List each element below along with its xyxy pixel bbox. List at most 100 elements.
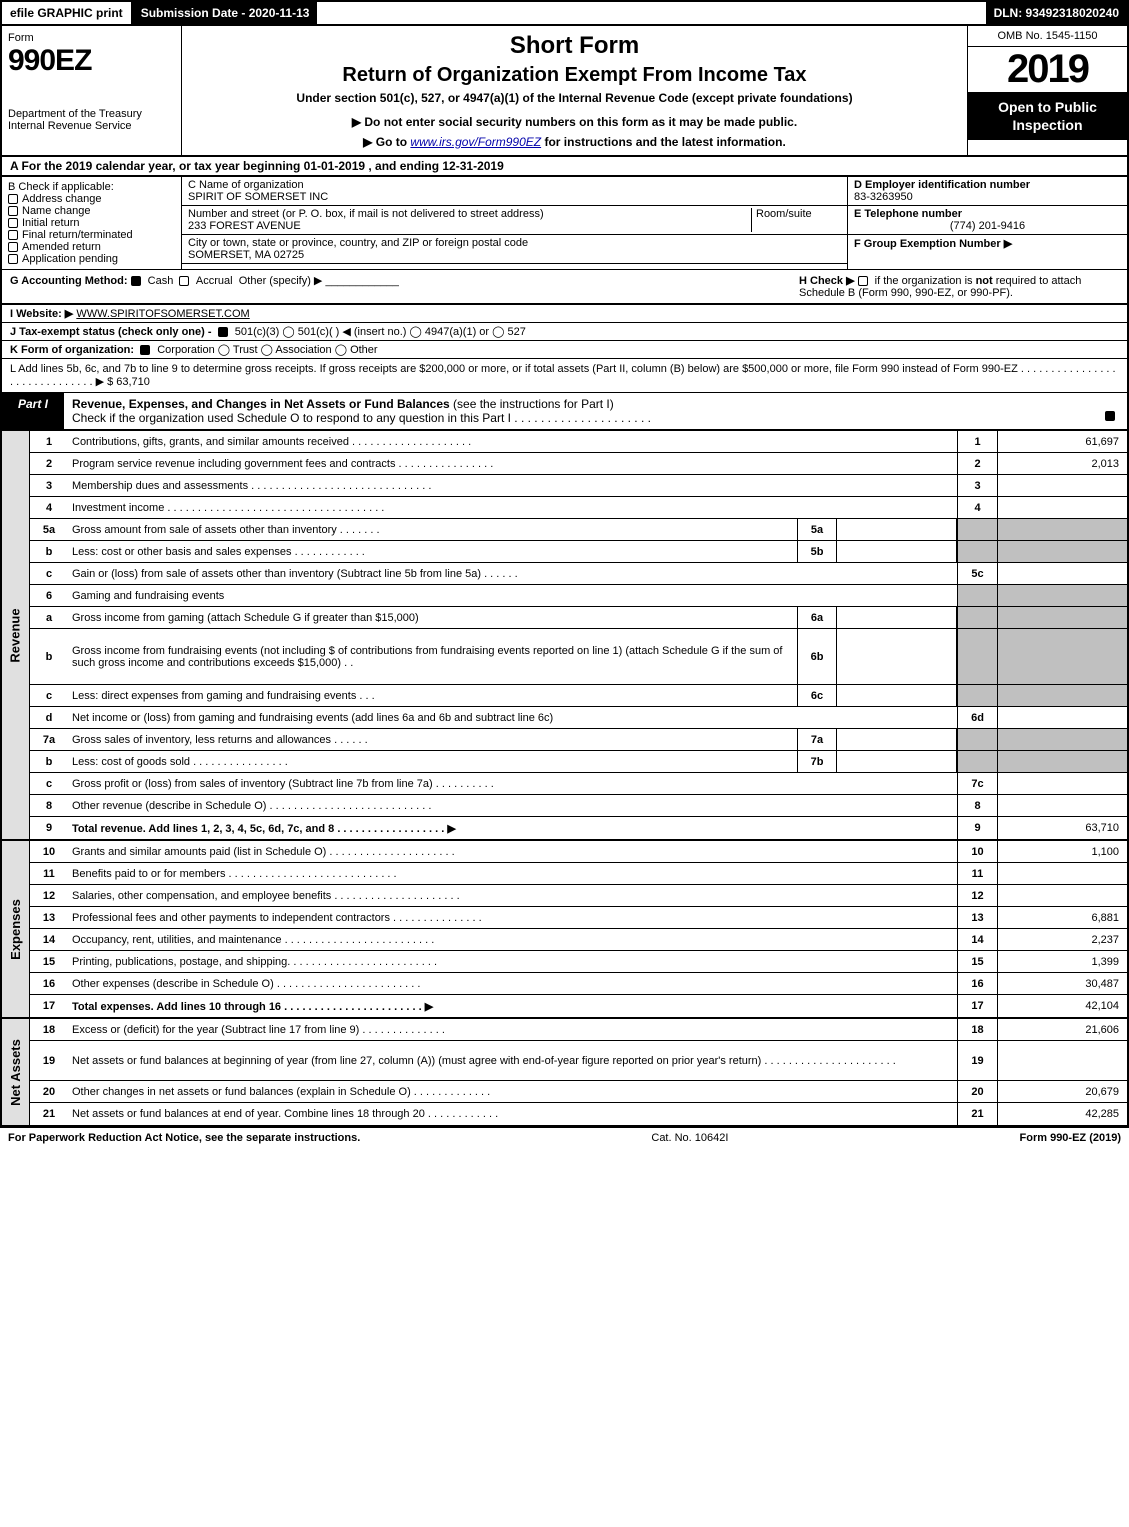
g-accounting: G Accounting Method: Cash Accrual Other … — [10, 274, 399, 299]
row-k-org-form: K Form of organization: Corporation ◯ Tr… — [0, 341, 1129, 359]
line-16: 16Other expenses (describe in Schedule O… — [30, 973, 1127, 995]
form-header: Form 990EZ Department of the Treasury In… — [0, 26, 1129, 157]
e-label: E Telephone number — [854, 208, 962, 220]
chk-initial-return[interactable]: Initial return — [8, 217, 175, 229]
chk-amended-return[interactable]: Amended return — [8, 241, 175, 253]
c-name-block: C Name of organization SPIRIT OF SOMERSE… — [182, 177, 847, 206]
f-label: F Group Exemption Number ▶ — [854, 238, 1012, 250]
h-text1: if the organization is — [875, 275, 976, 287]
c-city-block: City or town, state or province, country… — [182, 235, 847, 264]
line-11: 11Benefits paid to or for members . . . … — [30, 863, 1127, 885]
title-return: Return of Organization Exempt From Incom… — [192, 64, 957, 87]
chk-schedule-o-icon — [1105, 411, 1115, 421]
submission-date: Submission Date - 2020-11-13 — [133, 2, 318, 24]
dept-irs: Internal Revenue Service — [8, 120, 175, 132]
line-7c: cGross profit or (loss) from sales of in… — [30, 773, 1127, 795]
footer-form-ref: Form 990-EZ (2019) — [1020, 1132, 1121, 1144]
c-label: C Name of organization — [188, 179, 841, 191]
row-j-tax-status: J Tax-exempt status (check only one) - 5… — [0, 323, 1129, 341]
dept-treasury: Department of the Treasury — [8, 78, 175, 120]
part-1-title: Revenue, Expenses, and Changes in Net As… — [72, 397, 450, 411]
website-link[interactable]: WWW.SPIRITOFSOMERSET.COM — [76, 308, 249, 320]
row-l-gross-receipts: L Add lines 5b, 6c, and 7b to line 9 to … — [0, 359, 1129, 393]
note-link-row: ▶ Go to www.irs.gov/Form990EZ for instru… — [192, 135, 957, 149]
chk-final-return[interactable]: Final return/terminated — [8, 229, 175, 241]
f-group-block: F Group Exemption Number ▶ — [848, 235, 1127, 252]
efile-label[interactable]: efile GRAPHIC print — [2, 2, 133, 24]
line-5c: cGain or (loss) from sale of assets othe… — [30, 563, 1127, 585]
row-a-tax-year: A For the 2019 calendar year, or tax yea… — [0, 157, 1129, 177]
g-label: G Accounting Method: — [10, 275, 128, 287]
irs-link[interactable]: www.irs.gov/Form990EZ — [410, 135, 541, 149]
line-10: 10Grants and similar amounts paid (list … — [30, 841, 1127, 863]
col-c-org-info: C Name of organization SPIRIT OF SOMERSE… — [182, 177, 847, 269]
line-6d: dNet income or (loss) from gaming and fu… — [30, 707, 1127, 729]
g-accrual: Accrual — [196, 275, 233, 287]
line-8: 8Other revenue (describe in Schedule O) … — [30, 795, 1127, 817]
line-7b: bLess: cost of goods sold . . . . . . . … — [30, 751, 1127, 773]
footer-cat-no: Cat. No. 10642I — [651, 1132, 728, 1144]
line-13: 13Professional fees and other payments t… — [30, 907, 1127, 929]
line-21: 21Net assets or fund balances at end of … — [30, 1103, 1127, 1125]
j-options: 501(c)(3) ◯ 501(c)( ) ◀ (insert no.) ◯ 4… — [235, 326, 526, 338]
line-2: 2Program service revenue including gover… — [30, 453, 1127, 475]
line-20: 20Other changes in net assets or fund ba… — [30, 1081, 1127, 1103]
chk-application-pending[interactable]: Application pending — [8, 253, 175, 265]
line-6b: bGross income from fundraising events (n… — [30, 629, 1127, 685]
form-number: 990EZ — [8, 44, 175, 78]
org-name: SPIRIT OF SOMERSET INC — [188, 191, 841, 203]
net-assets-side-label: Net Assets — [2, 1019, 30, 1125]
city-label: City or town, state or province, country… — [188, 237, 841, 249]
col-b-label: B Check if applicable: — [8, 181, 175, 193]
h-not: not — [976, 275, 993, 287]
ein-value: 83-3263950 — [854, 191, 913, 203]
line-4: 4Investment income . . . . . . . . . . .… — [30, 497, 1127, 519]
chk-address-change[interactable]: Address change — [8, 193, 175, 205]
expenses-section: Expenses 10Grants and similar amounts pa… — [0, 841, 1129, 1019]
chk-accrual-icon[interactable] — [179, 276, 189, 286]
e-phone-block: E Telephone number (774) 201-9416 — [848, 206, 1127, 235]
expenses-table: 10Grants and similar amounts paid (list … — [30, 841, 1127, 1017]
line-19: 19Net assets or fund balances at beginni… — [30, 1041, 1127, 1081]
line-3: 3Membership dues and assessments . . . .… — [30, 475, 1127, 497]
part-1-num: Part I — [2, 393, 64, 429]
g-other: Other (specify) ▶ — [239, 275, 323, 287]
h-label: H Check ▶ — [799, 275, 855, 287]
dln: DLN: 93492318020240 — [986, 2, 1127, 24]
col-d-ids: D Employer identification number 83-3263… — [847, 177, 1127, 269]
room-suite-label: Room/suite — [751, 208, 841, 232]
revenue-side-label: Revenue — [2, 431, 30, 839]
net-assets-table: 18Excess or (deficit) for the year (Subt… — [30, 1019, 1127, 1125]
note-ssn: ▶ Do not enter social security numbers o… — [192, 115, 957, 129]
part-1-check-text: Check if the organization used Schedule … — [72, 411, 651, 425]
line-18: 18Excess or (deficit) for the year (Subt… — [30, 1019, 1127, 1041]
line-6: 6Gaming and fundraising events — [30, 585, 1127, 607]
line-15: 15Printing, publications, postage, and s… — [30, 951, 1127, 973]
chk-501c3-icon — [218, 327, 228, 337]
chk-h-icon[interactable] — [858, 276, 868, 286]
k-label: K Form of organization: — [10, 344, 134, 356]
entity-info-grid: B Check if applicable: Address change Na… — [0, 177, 1129, 269]
net-assets-section: Net Assets 18Excess or (deficit) for the… — [0, 1019, 1129, 1127]
line-9: 9Total revenue. Add lines 1, 2, 3, 4, 5c… — [30, 817, 1127, 839]
chk-name-change[interactable]: Name change — [8, 205, 175, 217]
h-schedule-b: H Check ▶ if the organization is not req… — [799, 274, 1119, 299]
header-center: Short Form Return of Organization Exempt… — [182, 26, 967, 155]
line-5b: bLess: cost or other basis and sales exp… — [30, 541, 1127, 563]
phone-value: (774) 201-9416 — [854, 220, 1121, 232]
k-options: Corporation ◯ Trust ◯ Association ◯ Othe… — [157, 344, 377, 356]
part-1-header: Part I Revenue, Expenses, and Changes in… — [0, 393, 1129, 431]
d-label: D Employer identification number — [854, 179, 1030, 191]
title-short-form: Short Form — [192, 32, 957, 60]
top-bar: efile GRAPHIC print Submission Date - 20… — [0, 0, 1129, 26]
chk-corp-icon — [140, 345, 150, 355]
page-footer: For Paperwork Reduction Act Notice, see … — [0, 1127, 1129, 1148]
c-addr-block: Number and street (or P. O. box, if mail… — [182, 206, 847, 235]
line-1: 1Contributions, gifts, grants, and simil… — [30, 431, 1127, 453]
j-label: J Tax-exempt status (check only one) - — [10, 326, 212, 338]
revenue-section: Revenue 1Contributions, gifts, grants, a… — [0, 431, 1129, 841]
chk-cash-icon — [131, 276, 141, 286]
omb-number: OMB No. 1545-1150 — [968, 26, 1127, 47]
header-right: OMB No. 1545-1150 2019 Open to Public In… — [967, 26, 1127, 155]
footer-left: For Paperwork Reduction Act Notice, see … — [8, 1132, 360, 1144]
